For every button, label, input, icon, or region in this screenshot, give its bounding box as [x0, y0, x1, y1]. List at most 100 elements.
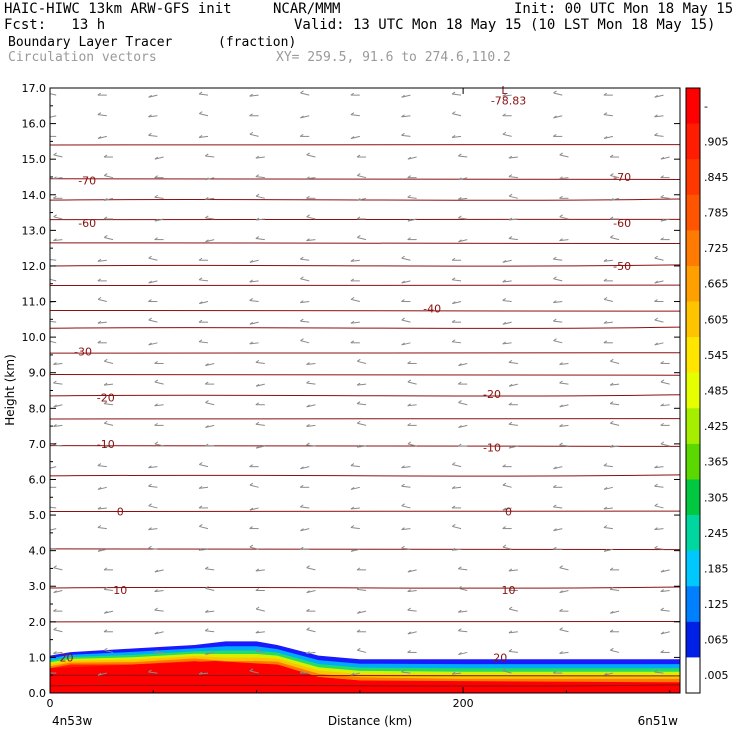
vector-head	[407, 569, 412, 573]
vector-head	[559, 608, 563, 612]
contour-label: 20	[493, 651, 507, 664]
contour-label: -50	[613, 260, 631, 273]
circulation-vector	[407, 381, 417, 385]
vector-head	[660, 194, 665, 198]
circulation-vector	[205, 362, 215, 367]
vector-head	[457, 381, 462, 385]
circulation-vector	[508, 383, 518, 387]
vector-head	[249, 279, 253, 283]
circulation-vector	[104, 422, 114, 426]
colorbar-swatch	[686, 194, 700, 231]
circulation-vector	[357, 445, 367, 448]
vector-head	[97, 278, 102, 282]
vector-head	[350, 340, 355, 344]
circulation-vector	[458, 402, 468, 406]
vector-head	[204, 381, 209, 385]
circulation-vector	[148, 319, 158, 323]
vector-head	[350, 112, 355, 116]
vector-head	[508, 359, 513, 363]
vector-head	[249, 298, 253, 301]
circulation-vector	[508, 423, 518, 426]
y-tick-label: 8.0	[29, 402, 47, 415]
vector-head	[660, 569, 665, 573]
circulation-vector	[508, 631, 518, 634]
vector-head	[552, 670, 557, 674]
vector-head	[502, 113, 506, 117]
vector-head	[553, 300, 557, 304]
vector-head	[249, 668, 254, 672]
circulation-vector	[205, 610, 215, 613]
vector-head	[198, 319, 203, 323]
y-axis-label: Height (km)	[3, 354, 17, 425]
circulation-vector	[300, 258, 310, 261]
circulation-vector	[654, 134, 664, 137]
vector-head	[97, 112, 102, 116]
vector-head	[401, 94, 405, 98]
vector-head	[458, 239, 462, 243]
vector-head	[603, 340, 608, 344]
circulation-vector	[350, 298, 360, 303]
circulation-vector	[610, 360, 620, 364]
circulation-vector	[148, 547, 158, 550]
circulation-vector	[255, 218, 265, 221]
vector-head	[306, 176, 310, 180]
circulation-vector	[104, 236, 114, 241]
vector-head	[401, 465, 405, 469]
circulation-vector	[401, 134, 411, 137]
vector-head	[198, 671, 203, 675]
circulation-vector	[50, 278, 57, 282]
vector-head	[452, 301, 456, 305]
colorbar-swatch	[686, 230, 700, 267]
colorbar-swatch	[686, 621, 700, 658]
vector-head	[300, 466, 304, 470]
vector-head	[407, 194, 411, 198]
vector-head	[356, 216, 361, 220]
circulation-vector	[306, 651, 316, 655]
colorbar-label: .785	[704, 207, 729, 220]
vector-head	[458, 652, 462, 655]
circulation-vector	[50, 258, 57, 261]
circulation-vector	[603, 507, 613, 510]
vector-head	[356, 444, 361, 448]
vector-head	[508, 174, 513, 178]
colorbar-label: .905	[704, 135, 729, 148]
vector-head	[401, 545, 405, 549]
temperature-contour	[50, 326, 680, 329]
circulation-vector	[654, 94, 664, 98]
circulation-vector	[604, 548, 613, 552]
circulation-vector	[610, 588, 620, 592]
circulation-vector	[452, 464, 462, 468]
vector-head	[502, 544, 507, 548]
vector-head	[350, 258, 355, 262]
circulation-vector	[255, 176, 265, 179]
circulation-vector	[255, 445, 265, 449]
vector-head	[97, 136, 102, 139]
circulation-vector	[407, 631, 417, 635]
vector-head	[154, 422, 158, 426]
vector-head	[255, 174, 260, 178]
vector-head	[205, 628, 209, 632]
vector-head	[458, 609, 462, 613]
circulation-vector	[458, 610, 468, 613]
circulation-vector	[154, 631, 164, 635]
circulation-vector	[458, 239, 468, 243]
vector-head	[553, 276, 557, 280]
vector-head	[97, 92, 102, 96]
circulation-vector	[205, 651, 215, 656]
circulation-vector	[508, 176, 518, 179]
colorbar-label: .845	[704, 171, 729, 184]
vector-head	[300, 90, 304, 94]
circulation-vector	[53, 404, 63, 408]
circulation-vector	[502, 670, 512, 674]
vector-head	[603, 92, 608, 96]
circulation-vector	[654, 342, 664, 346]
vector-head	[407, 441, 412, 445]
vector-head	[603, 278, 608, 282]
vector-head	[53, 651, 57, 654]
vector-head	[559, 238, 563, 242]
circulation-vector	[458, 177, 468, 181]
colorbar-label: .725	[704, 242, 729, 255]
vector-head	[559, 442, 563, 446]
circulation-vector	[660, 196, 670, 199]
contour-label: 10	[502, 584, 516, 597]
